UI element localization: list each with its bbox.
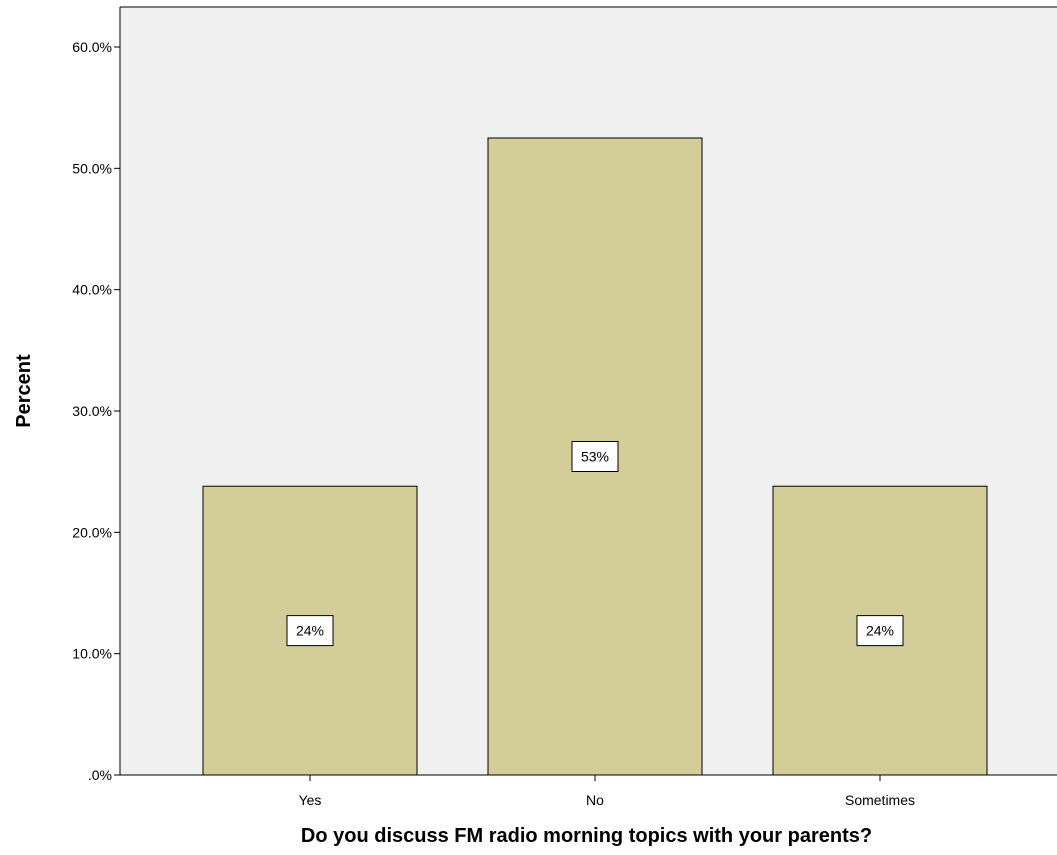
data-label: 24% xyxy=(866,623,894,639)
y-tick-label: 20.0% xyxy=(72,524,112,540)
x-tick-label: Sometimes xyxy=(845,792,915,808)
x-tick-label: No xyxy=(586,792,604,808)
x-tick-label: Yes xyxy=(299,792,322,808)
y-axis: .0% 10.0% 20.0% 30.0% 40.0% 50.0% 60.0% xyxy=(72,6,1057,783)
x-axis: Yes No Sometimes xyxy=(120,774,1057,808)
data-label: 53% xyxy=(581,449,609,465)
y-tick-label: 10.0% xyxy=(72,646,112,662)
y-tick-label: 30.0% xyxy=(72,403,112,419)
x-axis-title: Do you discuss FM radio morning topics w… xyxy=(301,825,872,847)
data-label: 24% xyxy=(296,623,324,639)
y-tick-label: 50.0% xyxy=(72,160,112,176)
y-tick-label: 40.0% xyxy=(72,282,112,298)
data-label-box xyxy=(571,441,619,472)
bars-group: 24% 53% 24% xyxy=(202,137,988,776)
y-tick-label: 60.0% xyxy=(72,39,112,55)
y-tick-label: .0% xyxy=(88,767,112,783)
y-axis-title: Percent xyxy=(13,354,35,428)
data-label-box xyxy=(856,615,904,647)
data-label-box xyxy=(286,615,334,647)
